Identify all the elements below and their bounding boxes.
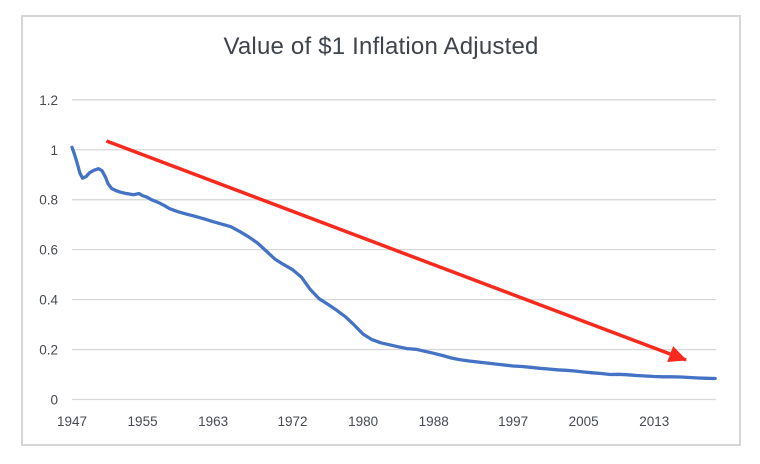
y-tick-label: 0.4: [39, 293, 58, 308]
trend-arrow: [105, 139, 687, 362]
x-tick-label: 2013: [639, 414, 669, 429]
gridlines: [72, 99, 716, 401]
x-tick-label: 1997: [498, 414, 528, 429]
y-tick-label: 0: [50, 393, 58, 408]
x-tick-label: 2005: [569, 414, 599, 429]
annotations: [105, 139, 687, 362]
y-tick-label: 0.2: [39, 343, 58, 358]
x-tick-label: 1947: [57, 414, 87, 429]
y-tick-label: 0.8: [39, 193, 58, 208]
x-tick-label: 1972: [278, 414, 308, 429]
value-line: [70, 145, 717, 381]
x-tick-label: 1955: [128, 414, 158, 429]
y-tick-label: 1: [50, 143, 58, 158]
chart-title: Value of $1 Inflation Adjusted: [223, 33, 539, 60]
y-axis-labels: 0 0.2 0.4 0.6 0.8 1 1.2: [39, 93, 58, 408]
x-tick-label: 1963: [198, 414, 228, 429]
x-tick-label: 1980: [348, 414, 378, 429]
x-axis-labels: 1947 1955 1963 1972 1980 1988 1997 2005 2013: [57, 414, 669, 429]
x-tick-label: 1988: [419, 414, 449, 429]
data-series: [70, 145, 717, 381]
y-tick-label: 1.2: [39, 93, 58, 108]
y-tick-label: 0.6: [39, 243, 58, 258]
